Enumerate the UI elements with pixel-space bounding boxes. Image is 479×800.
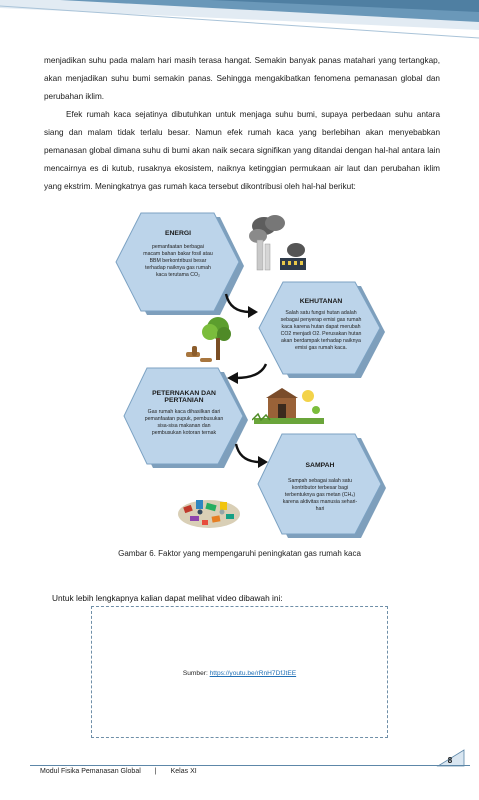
tree-icon	[186, 317, 231, 362]
hex-peternakan-title: PETERNAKAN DAN PERTANIAN	[152, 390, 216, 404]
arrow-energi-kehutanan	[224, 293, 258, 318]
arrow-peternakan-sampah	[234, 443, 268, 468]
footer-separator: |	[154, 768, 157, 775]
hex-kehutanan-title: KEHUTANAN	[299, 298, 343, 305]
hex-sampah-title: SAMPAH	[305, 462, 335, 469]
footer-class: Kelas XI	[170, 768, 197, 775]
video-intro-text: Untuk lebih lengkapnya kalian dapat meli…	[52, 593, 283, 603]
paragraph-intro: menjadikan suhu pada malam hari masih te…	[44, 56, 440, 101]
page-number: 8	[447, 756, 453, 765]
footer: Modul Fisika Pemanasan Global | Kelas XI	[40, 768, 197, 775]
hex-kehutanan: KEHUTANAN Salah satu fungsi hutan adalah…	[256, 280, 388, 380]
hex-kehutanan-text: Salah satu fungsi hutan adalah sebagai p…	[280, 310, 362, 351]
hex-sampah: SAMPAH Sampah sebagai salah satu kontrib…	[255, 432, 389, 540]
video-source: Sumber: https://youtu.be/rRnH7DfJtEE	[92, 670, 387, 677]
paragraph-greenhouse: Efek rumah kaca sejatinya dibutuhkan unt…	[44, 110, 440, 191]
factory-icon	[249, 215, 306, 271]
source-link[interactable]: https://youtu.be/rRnH7DfJtEE	[209, 670, 297, 677]
figure-caption: Gambar 6. Faktor yang mempengaruhi penin…	[118, 549, 361, 558]
farm-icon	[252, 388, 324, 424]
hex-energi-text: pemanfaatan berbagai macam bahan bakar f…	[143, 244, 213, 278]
hex-sampah-text: Sampah sebagai salah satu kontributor te…	[282, 478, 358, 512]
hex-energi-title: ENERGI	[164, 230, 192, 237]
waste-icon	[178, 500, 240, 528]
hex-peternakan: PETERNAKAN DAN PERTANIAN Gas rumah kaca …	[121, 366, 251, 470]
source-label: Sumber:	[182, 670, 208, 677]
video-placeholder[interactable]: Sumber: https://youtu.be/rRnH7DfJtEE	[91, 606, 388, 738]
hex-peternakan-text: Gas rumah kaca dihasilkan dari pemanfaat…	[144, 409, 224, 436]
footer-module: Modul Fisika Pemanasan Global	[40, 768, 141, 775]
page-number-badge	[436, 749, 465, 767]
header-band	[0, 0, 479, 39]
hex-energi: ENERGI pemanfaatan berbagai macam bahan …	[113, 211, 248, 317]
footer-divider	[30, 765, 470, 766]
arrow-kehutanan-peternakan	[227, 363, 268, 384]
